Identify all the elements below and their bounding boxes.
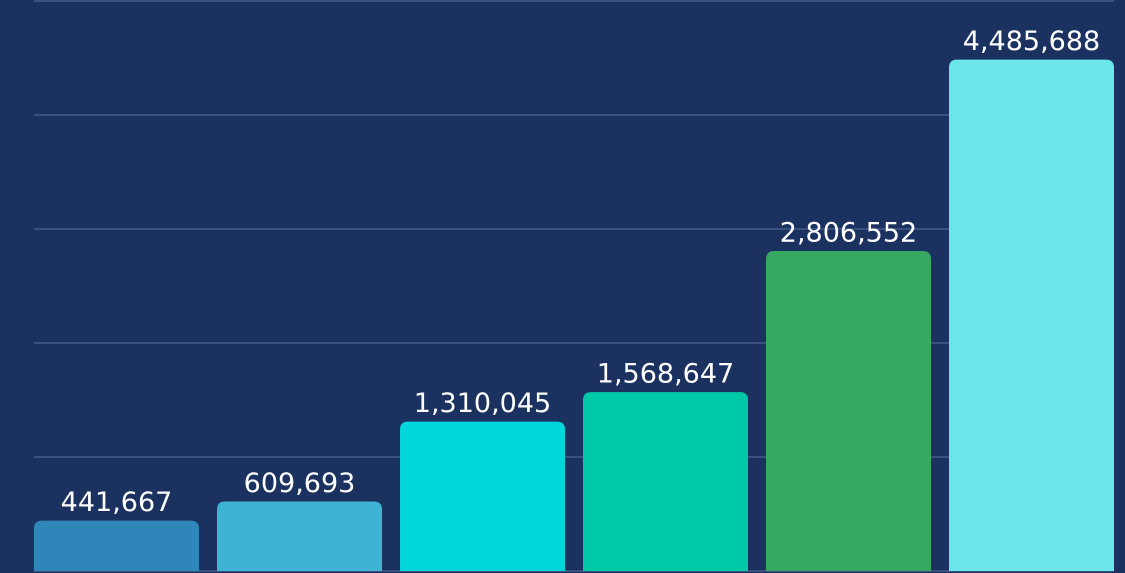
value-label: 1,310,045 (414, 388, 551, 419)
bar (949, 59, 1114, 572)
bar (400, 421, 565, 571)
bar (583, 392, 748, 571)
value-label: 4,485,688 (963, 26, 1100, 57)
bar (217, 501, 382, 571)
bar (34, 520, 199, 571)
value-label: 2,806,552 (780, 218, 917, 249)
bar (766, 251, 931, 571)
value-label: 609,693 (244, 468, 356, 499)
value-label: 441,667 (61, 487, 173, 518)
value-label: 1,568,647 (597, 359, 734, 390)
